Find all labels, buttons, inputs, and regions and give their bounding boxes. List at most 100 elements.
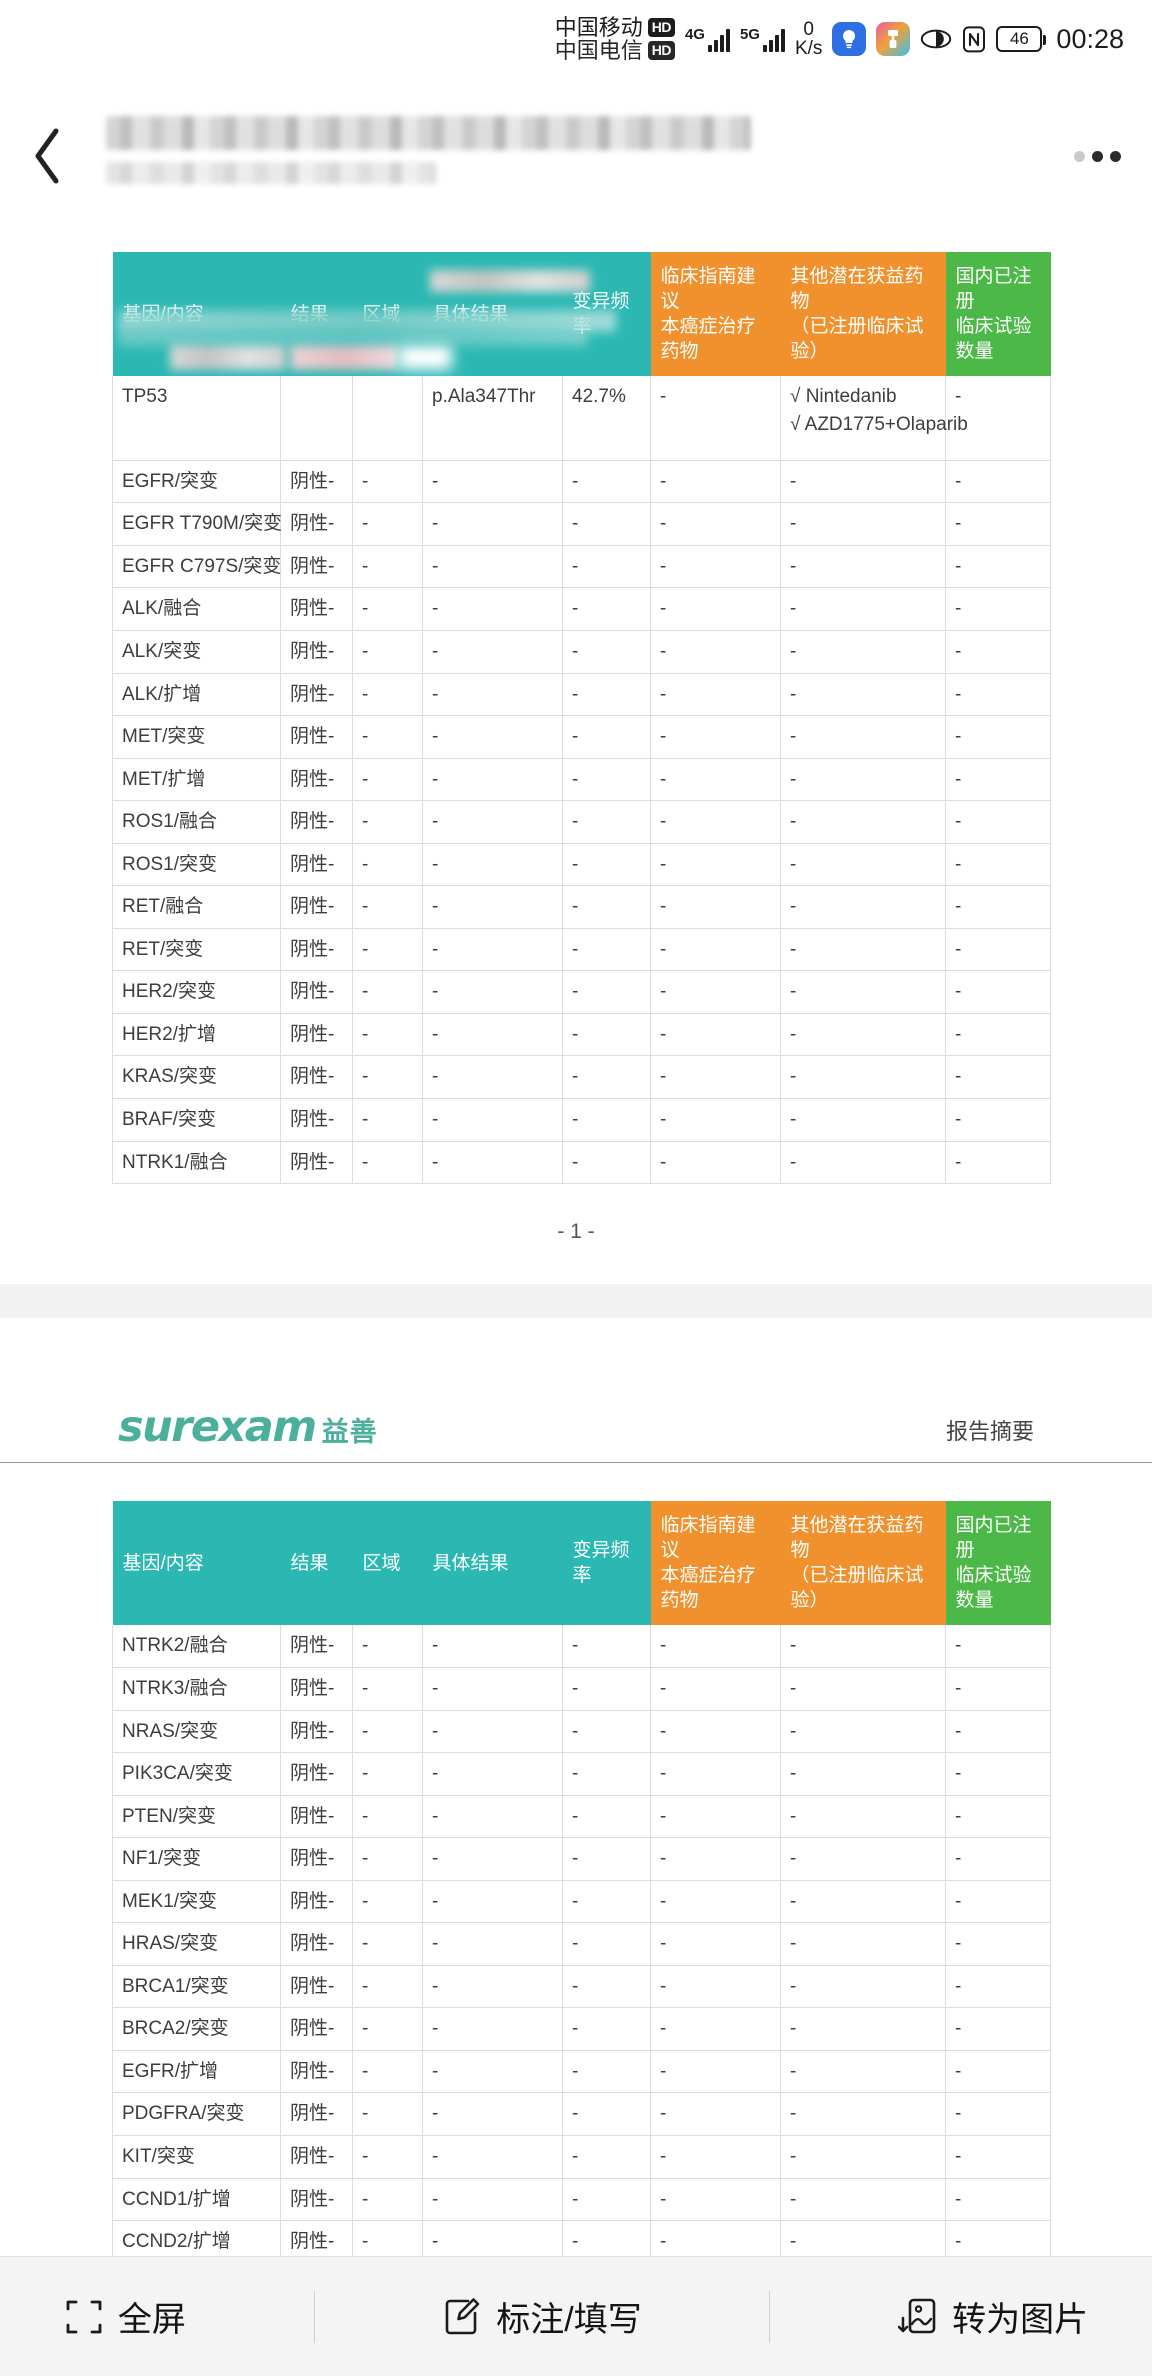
convert-image-button[interactable]: 转为图片: [898, 2292, 1088, 2341]
table-row: NF1/突变 阴性- - - - - - -: [112, 1837, 1051, 1881]
table-row: MET/扩增 阴性- - - - - - -: [112, 758, 1051, 802]
signal-bars-icon: [707, 28, 730, 52]
drug-entry: √ Nintedanib: [790, 386, 897, 408]
detail-cell: -: [422, 715, 563, 759]
back-icon[interactable]: [0, 127, 96, 185]
drug-other-cell: -: [780, 1965, 946, 2009]
drug-entry: -: [790, 1975, 797, 1997]
trials-line2: 临床试验数量: [955, 316, 1032, 363]
fullscreen-button[interactable]: 全屏: [64, 2292, 186, 2341]
detail-cell: -: [422, 800, 563, 844]
drug-other-cell: -: [780, 1013, 946, 1057]
gene-table-2-wrap: 基因/内容 结果 区域 具体结果 变异频率 临床指南建议 本癌症治疗药物 其他潜…: [0, 1463, 1152, 2256]
result-cell: 阴性-: [280, 673, 353, 717]
status-bar: 中国移动 HD 中国电信 HD 4G 5G 0 K/s: [0, 0, 1152, 78]
region-cell: -: [352, 673, 423, 717]
result-cell: 阴性-: [280, 2220, 353, 2256]
drug-guideline-line1: 临床指南建议: [660, 266, 756, 313]
table-row: KIT/突变 阴性- - - - - - -: [112, 2135, 1051, 2179]
trials-cell: -: [945, 1795, 1051, 1839]
frequency-cell: -: [562, 758, 651, 802]
trials-cell: -: [945, 1880, 1051, 1924]
drug-other-cell: -: [780, 1795, 946, 1839]
drug-entry: -: [790, 726, 797, 748]
drug-entry: -: [790, 1763, 797, 1785]
drug-entry: -: [790, 938, 797, 960]
trials-cell: -: [945, 885, 1051, 929]
table-row: CCND2/扩增 阴性- - - - - - -: [112, 2220, 1051, 2256]
trials-cell: -: [945, 970, 1051, 1014]
detail-cell: -: [422, 2178, 563, 2222]
detail-cell: -: [422, 885, 563, 929]
result-cell: 阴性-: [280, 1922, 353, 1966]
drug-guideline-cell: -: [650, 502, 781, 546]
carrier-1-hd-badge: HD: [647, 17, 675, 37]
gene-cell: EGFR T790M/突变: [112, 502, 282, 546]
trials-cell: -: [945, 2092, 1051, 2136]
gene-cell: NF1/突变: [112, 1837, 281, 1881]
carrier-2-hd-badge: HD: [647, 41, 675, 61]
table-row: BRAF/突变 阴性- - - - - - -: [112, 1098, 1051, 1142]
frequency-cell: -: [562, 800, 651, 844]
drug-entry: -: [790, 853, 797, 875]
drug-guideline-cell: -: [650, 2178, 781, 2222]
result-cell: 阴性-: [280, 2007, 353, 2051]
drug-entry: -: [790, 981, 797, 1003]
drug-entry: -: [790, 1720, 797, 1742]
region-cell: -: [352, 1013, 423, 1057]
trials-cell: -: [945, 2178, 1051, 2222]
trials-cell: -: [945, 1965, 1051, 2009]
annotate-button[interactable]: 标注/填写: [442, 2292, 642, 2341]
drug-entry: -: [790, 2018, 797, 2040]
drug-other-cell: -: [780, 885, 946, 929]
trials-cell: -: [945, 1837, 1051, 1881]
table-row: KRAS/突变 阴性- - - - - - -: [112, 1055, 1051, 1100]
drug-guideline-cell: -: [650, 587, 781, 631]
result-cell: 阴性-: [280, 800, 353, 844]
result-cell: 阴性-: [280, 2135, 353, 2179]
gene-cell: PIK3CA/突变: [112, 1752, 281, 1796]
more-dots-icon[interactable]: [1042, 150, 1152, 162]
drug-guideline-cell: -: [650, 1141, 781, 1185]
carrier-row-1: 中国移动 HD: [555, 16, 675, 39]
result-cell: 阴性-: [280, 1141, 353, 1185]
drug-other-cell: -: [780, 460, 946, 504]
drug-other-cell: -: [780, 1752, 946, 1796]
drug-other-cell: -: [780, 2220, 946, 2256]
drug-entry: -: [790, 2060, 797, 2082]
drug-other-cell: -: [780, 673, 946, 717]
report-header: surexam 益善 报告摘要: [0, 1402, 1152, 1464]
drug-entry: -: [790, 1109, 797, 1131]
eye-icon: [920, 27, 952, 51]
frequency-cell: -: [562, 2178, 651, 2222]
trials-cell: -: [945, 715, 1051, 759]
detail-cell: -: [422, 843, 563, 887]
region-cell: -: [352, 1141, 423, 1185]
table-row: HER2/突变 阴性- - - - - - -: [112, 970, 1051, 1014]
detail-cell: -: [422, 673, 563, 717]
gene-cell: NTRK1/融合: [112, 1141, 281, 1185]
result-cell: 阴性-: [280, 1098, 353, 1142]
drug-other-2-line1: 其他潜在获益药物: [790, 1515, 924, 1562]
table-row: BRCA2/突变 阴性- - - - - - -: [112, 2007, 1051, 2051]
detail-cell: -: [422, 1710, 563, 1754]
trials-cell: -: [945, 1625, 1051, 1668]
table-row: BRCA1/突变 阴性- - - - - - -: [112, 1965, 1051, 2009]
report-section-label: 报告摘要: [945, 1419, 1034, 1445]
drug-guideline-cell: -: [650, 2050, 781, 2094]
gene-cell: HRAS/突变: [112, 1922, 281, 1966]
drug-other-cell: -: [780, 1141, 946, 1185]
gene-cell: CCND1/扩增: [112, 2178, 281, 2222]
detail-cell: -: [422, 1922, 563, 1966]
gene-table-2-body: NTRK2/融合 阴性- - - - - - - NTRK3/融合 阴性- - - - - - - NRAS/突…: [112, 1625, 1051, 2256]
drug-guideline-2-line1: 临床指南建议: [660, 1515, 756, 1562]
region-cell: -: [352, 1880, 423, 1924]
region-cell: -: [352, 843, 423, 887]
document-viewer[interactable]: 基因/内容 结果 区域 具体结果 变异频率 临床指南建议 本癌症治疗药物 其他潜…: [0, 234, 1152, 2256]
signal-4g: 4G: [685, 26, 730, 52]
frequency-cell: -: [562, 1922, 651, 1966]
region-cell: -: [352, 1625, 423, 1668]
drug-other-cell: -: [780, 502, 946, 546]
frequency-cell: -: [562, 460, 651, 504]
drug-guideline-cell: -: [650, 1055, 781, 1100]
